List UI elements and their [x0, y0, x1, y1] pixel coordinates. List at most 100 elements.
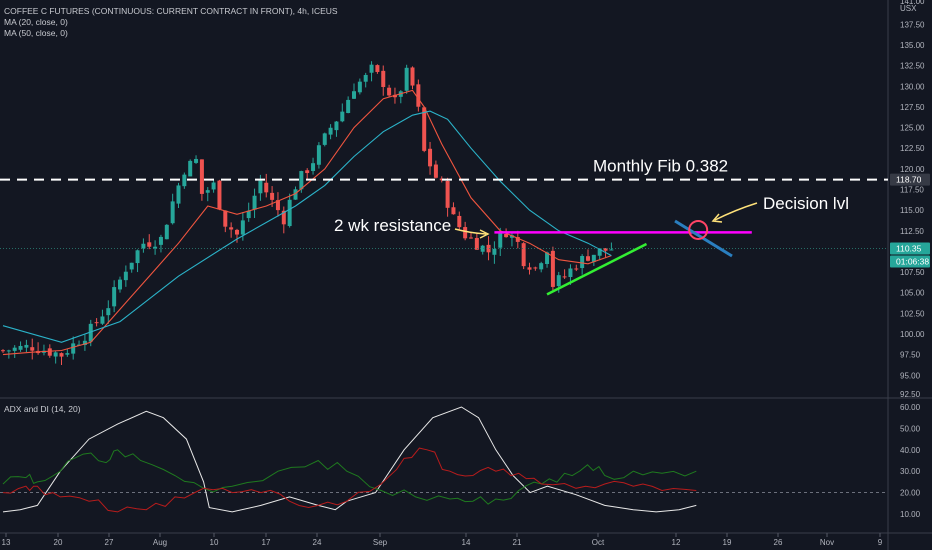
- price-axis-label[interactable]: 122.50: [900, 144, 925, 153]
- fib-price-tag[interactable]: 118.70: [896, 175, 922, 185]
- candle-body[interactable]: [381, 70, 386, 87]
- price-axis-label[interactable]: 127.50: [900, 103, 925, 112]
- time-axis-label[interactable]: 21: [513, 538, 522, 547]
- adx-line[interactable]: [2, 406, 697, 513]
- price-axis-label[interactable]: 115.00: [900, 206, 924, 215]
- last-price-tag[interactable]: 110.35: [896, 244, 922, 254]
- candle-body[interactable]: [457, 215, 462, 228]
- candle-body[interactable]: [439, 178, 444, 181]
- time-axis-label[interactable]: Oct: [592, 538, 605, 547]
- price-axis-label[interactable]: 137.50: [900, 20, 925, 29]
- candle-body[interactable]: [515, 237, 520, 242]
- candle-body[interactable]: [463, 227, 468, 239]
- adx-axis-label[interactable]: 10.00: [900, 510, 921, 519]
- price-axis-label[interactable]: 105.00: [900, 289, 925, 298]
- price-axis-label[interactable]: 132.50: [900, 62, 925, 71]
- candle-body[interactable]: [387, 87, 392, 96]
- candle-body[interactable]: [153, 246, 158, 249]
- price-axis-label[interactable]: 95.00: [900, 371, 921, 380]
- candle-body[interactable]: [205, 190, 210, 193]
- adx-axis-label[interactable]: 40.00: [900, 446, 921, 455]
- candle-body[interactable]: [311, 163, 316, 172]
- candle-body[interactable]: [486, 244, 491, 253]
- candle-body[interactable]: [170, 201, 175, 224]
- candle-body[interactable]: [176, 185, 181, 204]
- time-axis-label[interactable]: 17: [262, 538, 271, 547]
- time-axis-label[interactable]: Sep: [373, 538, 388, 547]
- candle-body[interactable]: [357, 81, 362, 93]
- candle-body[interactable]: [71, 343, 76, 354]
- candle-body[interactable]: [509, 235, 514, 238]
- candle-body[interactable]: [404, 67, 409, 91]
- price-axis-label[interactable]: 97.50: [900, 351, 921, 360]
- ma20-legend[interactable]: MA (20, close, 0): [4, 17, 68, 27]
- candle-body[interactable]: [47, 348, 52, 356]
- time-axis-label[interactable]: 26: [774, 538, 783, 547]
- candle-body[interactable]: [235, 229, 239, 235]
- time-axis-label[interactable]: 9: [878, 538, 883, 547]
- minus-di-line[interactable]: [2, 447, 697, 513]
- candle-body[interactable]: [480, 245, 485, 252]
- candle-body[interactable]: [433, 164, 438, 178]
- candle-body[interactable]: [299, 171, 304, 190]
- candle-body[interactable]: [322, 133, 327, 145]
- candle-body[interactable]: [363, 74, 368, 82]
- candle-body[interactable]: [141, 243, 146, 249]
- candle-body[interactable]: [445, 180, 450, 208]
- candle-body[interactable]: [129, 262, 134, 270]
- candle-body[interactable]: [59, 353, 64, 357]
- candle-body[interactable]: [550, 250, 555, 287]
- candle-body[interactable]: [498, 233, 503, 248]
- price-axis[interactable]: 137.50 135.00 132.50 130.00 127.50 125.00 122.…: [890, 0, 930, 519]
- candle-body[interactable]: [586, 256, 590, 261]
- candle-body[interactable]: [1, 350, 5, 352]
- candle-body[interactable]: [422, 107, 427, 151]
- candle-body[interactable]: [211, 182, 216, 190]
- candle-body[interactable]: [88, 323, 93, 342]
- channel-line[interactable]: [674, 219, 733, 258]
- candle-body[interactable]: [147, 242, 152, 247]
- candle-body[interactable]: [164, 224, 169, 240]
- time-axis-label[interactable]: 19: [723, 538, 732, 547]
- candle-body[interactable]: [106, 308, 111, 316]
- time-axis-label[interactable]: Nov: [820, 538, 834, 547]
- candle-body[interactable]: [252, 195, 257, 210]
- candle-body[interactable]: [182, 174, 187, 187]
- candle-body[interactable]: [533, 267, 538, 269]
- candle-body[interactable]: [275, 200, 280, 211]
- candle-body[interactable]: [65, 353, 70, 355]
- candle-body[interactable]: [609, 249, 614, 251]
- candle-body[interactable]: [451, 207, 456, 215]
- time-axis-label[interactable]: 24: [313, 538, 322, 547]
- candle-body[interactable]: [474, 237, 479, 250]
- candle-body[interactable]: [539, 263, 544, 270]
- candle-body[interactable]: [112, 287, 117, 307]
- candle-body[interactable]: [410, 67, 415, 86]
- candle-body[interactable]: [287, 199, 292, 227]
- candle-body[interactable]: [562, 276, 567, 278]
- candle-body[interactable]: [118, 279, 122, 290]
- support-trendline[interactable]: [546, 242, 648, 296]
- candle-body[interactable]: [194, 158, 199, 163]
- candle-body[interactable]: [12, 347, 17, 351]
- candle-body[interactable]: [352, 91, 356, 99]
- candle-body[interactable]: [375, 65, 380, 72]
- candle-body[interactable]: [18, 345, 23, 350]
- candle-body[interactable]: [603, 248, 608, 251]
- candle-body[interactable]: [53, 352, 58, 357]
- countdown-tag[interactable]: 01:06:38: [896, 257, 929, 267]
- adx-pane[interactable]: [0, 406, 888, 513]
- candle-body[interactable]: [521, 243, 526, 267]
- candle-body[interactable]: [416, 84, 421, 107]
- candle-body[interactable]: [305, 170, 310, 174]
- candle-body[interactable]: [492, 248, 497, 255]
- ma20-line[interactable]: [2, 89, 612, 356]
- price-axis-label[interactable]: 107.50: [900, 268, 925, 277]
- adx-title[interactable]: ADX and DI (14, 20): [4, 404, 81, 414]
- candle-body[interactable]: [504, 234, 509, 238]
- candle-body[interactable]: [597, 248, 602, 256]
- candle-body[interactable]: [30, 347, 35, 351]
- candle-body[interactable]: [100, 316, 105, 324]
- candle-body[interactable]: [82, 340, 87, 346]
